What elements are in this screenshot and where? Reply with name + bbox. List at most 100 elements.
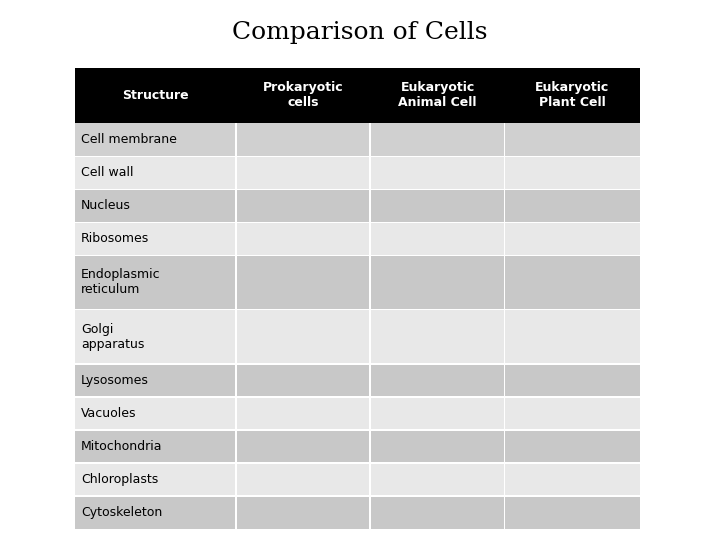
Bar: [236, 255, 371, 309]
Text: Cytoskeleton: Cytoskeleton: [81, 506, 162, 519]
Bar: [371, 68, 505, 123]
Bar: [369, 156, 371, 189]
Bar: [236, 396, 371, 398]
Bar: [371, 463, 505, 496]
Bar: [236, 429, 371, 431]
Bar: [236, 123, 371, 156]
Bar: [371, 363, 505, 365]
Bar: [236, 309, 371, 310]
Bar: [504, 430, 505, 463]
Bar: [75, 123, 236, 156]
Bar: [369, 222, 371, 255]
Bar: [504, 397, 505, 430]
Bar: [505, 364, 640, 397]
Bar: [371, 221, 505, 223]
Bar: [505, 309, 640, 310]
Bar: [235, 309, 237, 364]
Bar: [504, 496, 505, 529]
Bar: [369, 463, 371, 496]
Bar: [236, 156, 371, 157]
Bar: [371, 156, 505, 189]
Bar: [371, 462, 505, 464]
Bar: [505, 429, 640, 431]
Text: Mitochondria: Mitochondria: [81, 440, 163, 453]
Bar: [75, 156, 236, 189]
Text: Endoplasmic
reticulum: Endoplasmic reticulum: [81, 268, 161, 296]
Bar: [236, 156, 371, 189]
Bar: [75, 496, 236, 529]
Bar: [235, 156, 237, 189]
Bar: [236, 221, 371, 223]
Bar: [236, 222, 371, 255]
Bar: [236, 364, 371, 397]
Bar: [371, 309, 505, 364]
Bar: [369, 364, 371, 397]
Bar: [371, 495, 505, 497]
Bar: [75, 429, 236, 431]
Bar: [235, 255, 237, 309]
Bar: [369, 255, 371, 309]
Bar: [371, 255, 505, 309]
Bar: [236, 188, 371, 190]
Bar: [75, 188, 236, 190]
Text: Vacuoles: Vacuoles: [81, 407, 137, 420]
Bar: [371, 254, 505, 256]
Bar: [75, 495, 236, 497]
Bar: [505, 189, 640, 222]
Bar: [371, 156, 505, 157]
Bar: [236, 397, 371, 430]
Bar: [75, 222, 236, 255]
Bar: [369, 309, 371, 364]
Bar: [369, 123, 371, 156]
Text: Chloroplasts: Chloroplasts: [81, 473, 158, 486]
Bar: [371, 429, 505, 431]
Bar: [236, 68, 371, 123]
Bar: [236, 309, 371, 364]
Text: Structure: Structure: [122, 89, 189, 102]
Bar: [75, 189, 236, 222]
Bar: [75, 309, 236, 364]
Bar: [505, 462, 640, 464]
Bar: [75, 221, 236, 223]
Bar: [505, 396, 640, 398]
Bar: [371, 397, 505, 430]
Text: Cell membrane: Cell membrane: [81, 133, 177, 146]
Bar: [505, 496, 640, 529]
Bar: [75, 462, 236, 464]
Text: Nucleus: Nucleus: [81, 199, 131, 212]
Bar: [75, 396, 236, 398]
Bar: [75, 463, 236, 496]
Bar: [504, 255, 505, 309]
Bar: [235, 364, 237, 397]
Bar: [504, 463, 505, 496]
Bar: [504, 123, 505, 156]
Bar: [504, 222, 505, 255]
Bar: [505, 254, 640, 256]
Bar: [75, 397, 236, 430]
Bar: [369, 430, 371, 463]
Bar: [505, 463, 640, 496]
Bar: [235, 463, 237, 496]
Bar: [235, 430, 237, 463]
Text: Eukaryotic
Animal Cell: Eukaryotic Animal Cell: [398, 82, 477, 110]
Text: Lysosomes: Lysosomes: [81, 374, 149, 387]
Bar: [504, 156, 505, 189]
Bar: [504, 189, 505, 222]
Bar: [75, 254, 236, 256]
Bar: [236, 495, 371, 497]
Bar: [75, 156, 236, 157]
Bar: [504, 309, 505, 364]
Bar: [371, 188, 505, 190]
Bar: [236, 496, 371, 529]
Bar: [371, 189, 505, 222]
Bar: [75, 363, 236, 365]
Bar: [505, 397, 640, 430]
Bar: [75, 364, 236, 397]
Bar: [236, 363, 371, 365]
Bar: [371, 496, 505, 529]
Bar: [235, 123, 237, 156]
Bar: [505, 156, 640, 189]
Bar: [371, 123, 505, 156]
Text: Cell wall: Cell wall: [81, 166, 133, 179]
Bar: [236, 462, 371, 464]
